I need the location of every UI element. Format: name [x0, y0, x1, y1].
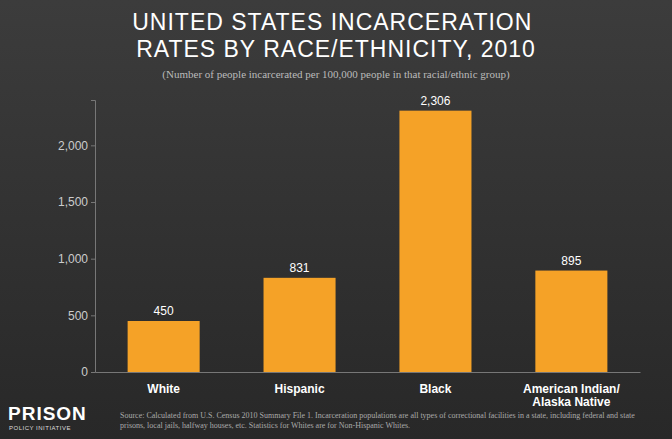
x-tick-label: White [147, 382, 180, 396]
bar [128, 321, 200, 372]
x-tick: Black [419, 372, 451, 396]
bar [399, 111, 471, 372]
y-tick-mark [91, 202, 95, 203]
subtitle: (Number of people incarcerated per 100,0… [162, 68, 510, 81]
data-label: 2,306 [420, 94, 450, 108]
logo: PRISON [8, 403, 87, 424]
bar [264, 278, 336, 372]
x-axis: White Hispanic Black American Indian/Alaska… [96, 372, 641, 409]
data-labels: 450 831 2,306 895 [154, 94, 582, 318]
y-tick-mark [91, 315, 95, 316]
data-label: 450 [154, 304, 174, 318]
y-tick-label: 0 [81, 365, 88, 379]
y-tick-mark [91, 145, 95, 146]
data-label: 895 [561, 254, 581, 268]
x-tick: White [147, 372, 180, 396]
y-tick: 2,000 [58, 139, 95, 153]
y-tick: 500 [68, 309, 95, 323]
logo-subtitle: POLICY INITIATIVE [9, 425, 71, 431]
y-tick-mark [91, 259, 95, 260]
x-tick-label: Hispanic [275, 382, 325, 396]
y-axis-line [91, 101, 96, 373]
x-tick: American Indian/Alaska Native [523, 372, 620, 409]
y-tick-label: 1,500 [58, 195, 88, 209]
y-tick-label: 1,000 [58, 252, 88, 266]
y-tick-mark [91, 372, 95, 373]
y-axis: 0 500 1,000 1,500 2,000 [58, 101, 96, 380]
x-tick: Hispanic [275, 372, 325, 396]
chart: UNITED STATES INCARCERATION RATES BY RAC… [0, 0, 672, 439]
y-tick-label: 500 [68, 309, 88, 323]
background [0, 0, 672, 439]
y-tick-label: 2,000 [58, 139, 88, 153]
x-tick-label: Black [419, 382, 451, 396]
title: UNITED STATES INCARCERATION RATES BY RAC… [132, 9, 540, 62]
y-tick: 1,500 [58, 195, 95, 209]
y-tick: 0 [81, 365, 95, 379]
x-tick-label: American Indian/Alaska Native [523, 382, 620, 409]
data-label: 831 [290, 261, 310, 275]
source: Source: Calculated from U.S. Census 2010… [120, 411, 637, 430]
bars [128, 111, 608, 372]
x-axis-line [96, 372, 641, 373]
y-tick: 1,000 [58, 252, 95, 266]
bar [535, 271, 607, 372]
